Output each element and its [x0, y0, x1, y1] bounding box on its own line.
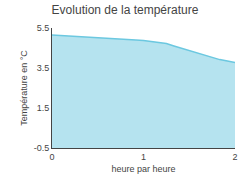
svg-text:5.5: 5.5 — [37, 23, 50, 33]
svg-text:1.5: 1.5 — [37, 103, 50, 113]
svg-text:1: 1 — [141, 152, 146, 162]
svg-text:-0.5: -0.5 — [34, 143, 50, 153]
svg-text:2: 2 — [232, 152, 237, 162]
svg-text:Température en °C: Température en °C — [19, 50, 29, 126]
svg-text:0: 0 — [49, 152, 54, 162]
svg-text:3.5: 3.5 — [37, 63, 50, 73]
svg-text:heure par heure: heure par heure — [111, 164, 175, 174]
svg-text:Evolution de la température: Evolution de la température — [52, 3, 199, 17]
